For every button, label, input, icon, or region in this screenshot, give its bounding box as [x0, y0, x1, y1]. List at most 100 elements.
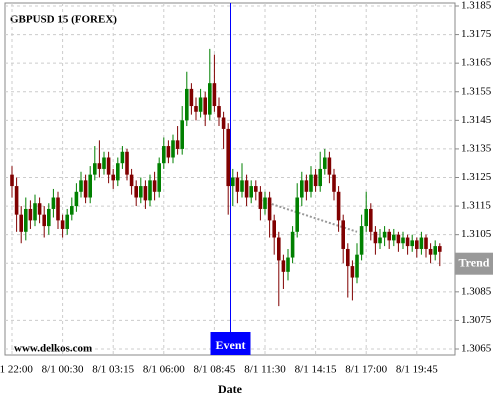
candle	[415, 237, 419, 258]
candle-body	[336, 191, 341, 221]
chart-title: GBPUSD 15 (FOREX)	[10, 14, 117, 26]
candle	[226, 123, 230, 215]
candle-body	[267, 197, 272, 221]
candle-body	[116, 163, 120, 181]
candle	[120, 146, 125, 169]
candle-body	[28, 208, 33, 221]
candle-body	[355, 254, 359, 278]
y-tick-label: 1.3065	[461, 343, 492, 355]
candle-body	[295, 197, 299, 232]
candle	[162, 137, 166, 169]
candle	[373, 226, 378, 255]
candle	[277, 231, 281, 307]
candle-body	[364, 208, 368, 227]
candle-body	[74, 191, 79, 207]
candle	[60, 214, 65, 238]
candle-body	[19, 214, 23, 232]
candle	[290, 226, 295, 264]
candle	[346, 243, 350, 298]
candle-body	[290, 231, 295, 258]
candle-body	[93, 163, 97, 175]
candle-body	[433, 246, 437, 255]
candle	[47, 203, 51, 235]
candle	[272, 214, 276, 255]
candle-body	[415, 240, 419, 249]
candle-body	[323, 157, 327, 169]
candle	[438, 243, 442, 267]
candle-body	[359, 226, 364, 255]
candle	[419, 231, 424, 255]
candle	[433, 240, 437, 261]
candle	[203, 91, 207, 127]
candle	[37, 197, 42, 224]
candle	[318, 151, 322, 192]
candle	[157, 157, 161, 198]
candle-body	[56, 197, 60, 221]
candle-body	[102, 157, 106, 169]
candle	[116, 157, 120, 187]
candle	[139, 177, 143, 204]
candle-body	[424, 237, 428, 249]
candle-body	[180, 120, 184, 149]
candle	[313, 168, 318, 192]
candle	[309, 166, 313, 198]
candle-body	[24, 208, 28, 232]
x-tick-label: 8/1 08:45	[193, 364, 235, 376]
candle	[350, 260, 355, 301]
candle	[304, 174, 309, 201]
candle	[281, 254, 286, 289]
candle	[33, 194, 37, 227]
candle-body	[97, 163, 102, 169]
candle-body	[327, 157, 332, 175]
candle-body	[198, 97, 203, 112]
candle	[359, 214, 364, 261]
candle	[148, 174, 152, 207]
candle-body	[203, 97, 207, 115]
candle-body	[14, 186, 19, 215]
candle-body	[392, 234, 396, 241]
candle-body	[405, 237, 410, 247]
candle-body	[189, 88, 194, 107]
candle	[378, 228, 382, 249]
y-tick-label: 1.3075	[461, 314, 492, 326]
x-tick-label: 8/1 14:15	[295, 364, 337, 376]
candle	[189, 83, 194, 115]
candle-body	[10, 174, 14, 187]
candle	[249, 180, 253, 204]
candle	[327, 151, 332, 184]
candle	[341, 214, 345, 264]
x-axis-title: Date	[218, 382, 243, 396]
candle-body	[125, 151, 129, 175]
candle	[424, 234, 428, 258]
candle	[134, 180, 138, 207]
y-tick-label: 1.3145	[461, 114, 492, 126]
candle-body	[428, 248, 433, 255]
candle	[254, 180, 258, 201]
candle	[93, 146, 97, 181]
candle	[392, 228, 396, 247]
candle	[65, 208, 69, 235]
x-tick-label: 8/1 19:45	[396, 364, 438, 376]
y-tick-label: 1.3125	[461, 171, 492, 183]
candle-body	[60, 220, 65, 229]
candle	[194, 97, 198, 121]
candle-body	[70, 206, 74, 215]
candle-body	[47, 208, 51, 227]
candle-body	[387, 231, 391, 241]
candle-body	[249, 186, 253, 198]
candle-body	[410, 240, 414, 247]
candle	[171, 134, 175, 164]
candle	[79, 171, 83, 198]
candle-body	[143, 186, 148, 201]
candle	[129, 168, 134, 195]
candle	[355, 243, 359, 284]
candle-body	[221, 117, 226, 129]
candle	[240, 163, 244, 198]
candle	[212, 54, 217, 112]
candle	[10, 166, 14, 198]
candle	[217, 97, 221, 127]
y-tick-label: 1.3185	[461, 0, 492, 12]
candle-body	[148, 180, 152, 201]
candle	[166, 140, 171, 164]
